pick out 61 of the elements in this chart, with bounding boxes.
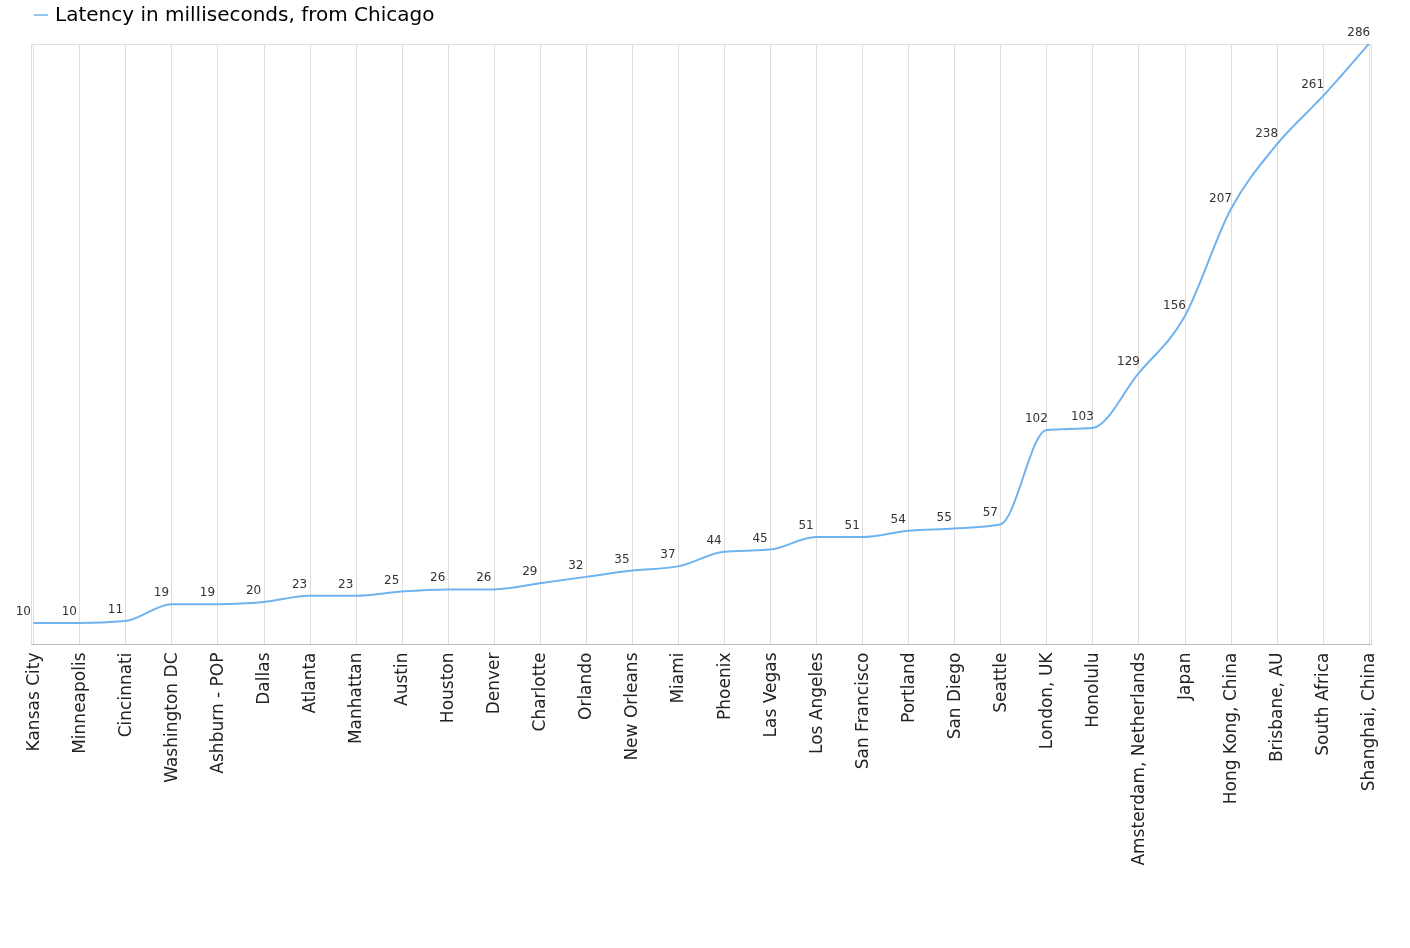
data-label: 51 — [798, 518, 814, 533]
data-label: 129 — [1117, 354, 1140, 369]
data-label: 51 — [844, 518, 860, 533]
x-tick-label: Washington DC — [160, 652, 181, 783]
x-tick-label: Austin — [391, 652, 412, 706]
data-label: 10 — [61, 604, 77, 619]
x-tick-label: San Francisco — [851, 652, 872, 770]
data-label: 29 — [522, 564, 538, 579]
x-tick-label: Manhattan — [345, 652, 366, 745]
x-tick-label: Miami — [667, 652, 688, 704]
data-label: 23 — [338, 576, 354, 591]
x-tick-label: Hong Kong, China — [1220, 652, 1241, 805]
x-tick-label: South Africa — [1312, 652, 1333, 756]
x-tick-label: London, UK — [1035, 651, 1056, 750]
data-label: 20 — [245, 583, 262, 598]
x-tick-label: Phoenix — [713, 652, 734, 720]
data-label: 37 — [660, 547, 676, 562]
data-label: 26 — [430, 570, 446, 585]
data-label: 45 — [752, 530, 768, 545]
data-label: 44 — [706, 532, 722, 547]
data-label: 19 — [153, 585, 170, 600]
x-tick-label: Minneapolis — [68, 652, 89, 754]
x-tick-label: San Diego — [943, 652, 964, 740]
data-label: 23 — [291, 576, 308, 591]
data-label: 25 — [384, 572, 400, 587]
x-tick-label: Japan — [1174, 652, 1195, 701]
data-label: 103 — [1070, 408, 1094, 423]
x-tick-label: Shanghai, China — [1358, 652, 1379, 792]
x-tick-label: Denver — [483, 652, 504, 715]
x-tick-label: Amsterdam, Netherlands — [1127, 652, 1148, 866]
data-label: 207 — [1209, 190, 1233, 205]
x-tick-label: Portland — [897, 652, 918, 723]
x-tick-label: Las Vegas — [759, 652, 780, 738]
data-label: 32 — [568, 557, 584, 572]
data-label: 57 — [982, 505, 998, 520]
x-tick-label: Brisbane, AU — [1266, 652, 1287, 763]
x-tick-label: Orlando — [575, 652, 596, 720]
data-label: 102 — [1024, 411, 1048, 426]
x-tick-label: Seattle — [989, 652, 1010, 713]
x-tick-label: Kansas City — [22, 652, 43, 752]
legend-label: Latency in milliseconds, from Chicago — [55, 2, 435, 26]
data-label: 286 — [1347, 25, 1371, 39]
data-label: 54 — [890, 511, 906, 526]
x-tick-label: Charlotte — [529, 652, 550, 732]
data-label: 55 — [936, 509, 952, 524]
data-label: 10 — [15, 604, 31, 619]
data-label: 11 — [107, 601, 124, 616]
x-tick-label: Houston — [437, 652, 458, 724]
data-label: 26 — [476, 570, 492, 585]
x-tick-label: New Orleans — [621, 652, 642, 761]
data-label: 261 — [1301, 77, 1325, 92]
x-tick-label: Atlanta — [299, 652, 320, 714]
data-label: 156 — [1163, 297, 1186, 312]
data-label: 238 — [1255, 125, 1279, 140]
x-tick-label: Dallas — [253, 652, 274, 705]
data-label: 35 — [614, 551, 630, 566]
x-tick-label: Honolulu — [1081, 652, 1102, 728]
x-tick-label: Ashburn - POP — [206, 652, 227, 774]
data-label: 19 — [199, 585, 216, 600]
x-tick-label: Cincinnati — [114, 652, 135, 738]
x-tick-label: Los Angeles — [805, 652, 826, 755]
